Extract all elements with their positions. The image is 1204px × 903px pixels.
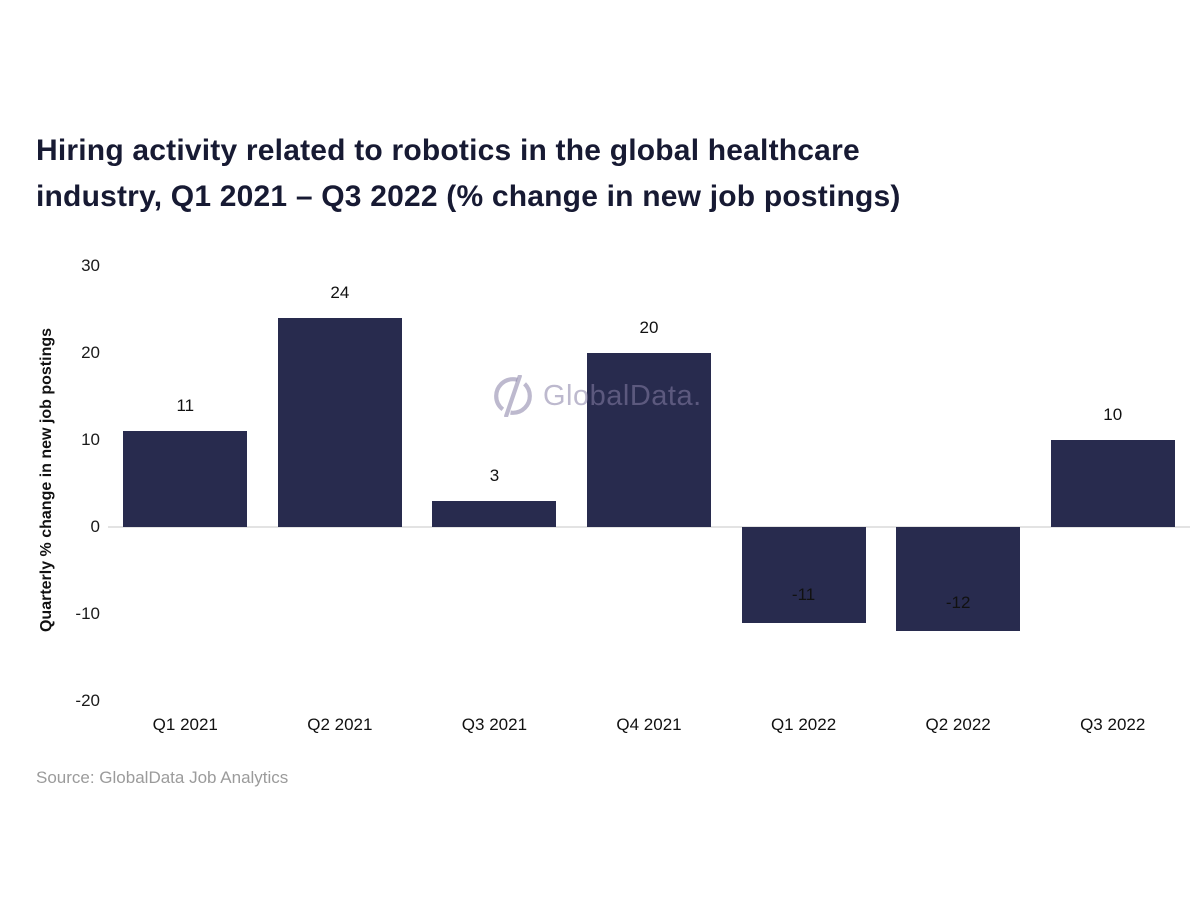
chart-title-line1: Hiring activity related to robotics in t… xyxy=(36,134,860,167)
x-tick-label: Q4 2021 xyxy=(616,715,682,734)
bar-value-label: -12 xyxy=(945,593,971,613)
bar-q1-2022 xyxy=(741,527,866,623)
watermark: GlobalData. xyxy=(492,375,702,417)
bar-q4-2021 xyxy=(587,353,711,527)
y-tick-label: 0 xyxy=(90,517,100,536)
y-tick-label: -20 xyxy=(75,691,100,710)
bar-value-label: 20 xyxy=(639,318,659,337)
x-tick-label: Q3 2022 xyxy=(1080,715,1146,734)
y-tick-label: 30 xyxy=(81,256,100,275)
bar-value-label: 24 xyxy=(330,283,350,303)
bar-q3-2022 xyxy=(1050,440,1175,527)
zero-axis-line xyxy=(108,526,1190,528)
bar-q2-2021 xyxy=(277,318,402,527)
x-tick-label: Q2 2021 xyxy=(307,715,373,734)
x-tick-label: Q2 2022 xyxy=(925,715,991,734)
bar-value-label: 11 xyxy=(176,396,195,416)
bar-value-label: -11 xyxy=(791,584,816,604)
source-note: Source: GlobalData Job Analytics xyxy=(36,768,289,787)
y-tick-label: -10 xyxy=(75,604,100,623)
y-tick-label: 10 xyxy=(81,430,100,449)
y-tick-label: 20 xyxy=(81,343,100,362)
bar-value-label: 10 xyxy=(1103,405,1123,424)
bar-value-label: 3 xyxy=(489,465,500,485)
x-tick-label: Q1 2022 xyxy=(770,715,837,734)
bar-q1-2021 xyxy=(123,431,248,527)
chart-title-line2: industry, Q1 2021 – Q3 2022 (% change in… xyxy=(36,180,901,213)
bar-q2-2022 xyxy=(896,527,1021,632)
chart-title: Hiring activity related to robotics in t… xyxy=(36,128,901,220)
bar-q3-2021 xyxy=(432,500,557,527)
x-tick-label: Q3 2021 xyxy=(461,715,528,734)
globaldata-circle-slash-icon xyxy=(494,375,532,417)
x-tick-label: Q1 2021 xyxy=(152,715,218,734)
watermark-text: GlobalData. xyxy=(543,379,702,412)
